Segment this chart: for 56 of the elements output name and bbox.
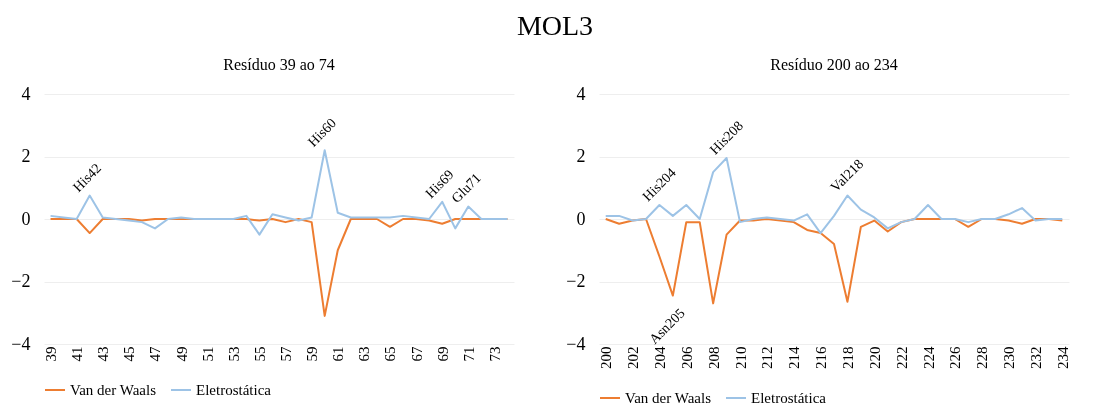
line-series — [604, 157, 1064, 235]
x-tick-label: 57 — [278, 346, 295, 362]
x-tick-label: 226 — [947, 346, 964, 369]
x-tick-label: 222 — [893, 346, 910, 369]
x-tick-label: 71 — [460, 346, 477, 362]
x-tick-label: 61 — [330, 346, 347, 362]
x-tick-label: 234 — [1054, 346, 1071, 369]
x-tick-label: 216 — [813, 346, 830, 369]
x-tick-label: 212 — [759, 346, 776, 369]
x-tick-label: 45 — [121, 346, 138, 362]
y-tick-label: −2 — [11, 271, 31, 291]
x-tick-label: 55 — [251, 346, 268, 362]
y-tick-label: 4 — [576, 83, 586, 104]
x-tick-label: 47 — [147, 346, 164, 362]
y-tick-label: 0 — [21, 208, 31, 229]
y-tick-label: 2 — [576, 146, 586, 166]
chart-title: Resíduo 200 ao 234 — [770, 56, 898, 73]
x-tick-label: 67 — [408, 346, 425, 362]
x-tick-label: 53 — [225, 346, 242, 362]
x-tick-label: 73 — [486, 346, 503, 362]
legend-label: Van der Waals — [625, 390, 712, 405]
x-tick-label: 63 — [356, 346, 373, 362]
x-tick-label: 228 — [974, 346, 991, 369]
x-tick-label: 39 — [43, 346, 60, 362]
x-tick-label: 69 — [434, 346, 451, 362]
x-tick-label: 220 — [866, 346, 883, 369]
x-tick-label: 224 — [920, 346, 937, 369]
x-tick-label: 41 — [69, 346, 86, 362]
y-tick-label: −2 — [566, 271, 586, 291]
x-tick-label: 59 — [304, 346, 321, 362]
x-tick-label: 204 — [651, 346, 668, 369]
x-tick-label: 210 — [732, 346, 749, 369]
legend-label: Eletrostática — [196, 382, 272, 398]
legend-label: Van der Waals — [70, 382, 157, 398]
x-tick-label: 218 — [839, 346, 856, 369]
y-tick-label: −4 — [11, 333, 31, 354]
x-tick-label: 43 — [95, 346, 112, 362]
y-tick-label: 4 — [21, 83, 31, 104]
x-tick-label: 200 — [598, 346, 615, 369]
x-tick-label: 208 — [705, 346, 722, 369]
y-tick-label: 0 — [576, 208, 586, 229]
chart-title: Resíduo 39 ao 74 — [223, 56, 335, 73]
line-series — [604, 218, 1064, 305]
x-tick-label: 206 — [678, 346, 695, 369]
x-tick-label: 214 — [786, 346, 803, 369]
x-tick-label: 202 — [625, 346, 642, 369]
x-tick-label: 51 — [199, 346, 216, 362]
y-tick-label: 2 — [21, 146, 31, 166]
text: MOL3 — [515, 9, 595, 43]
line-series — [49, 149, 509, 236]
x-tick-label: 230 — [1001, 346, 1018, 369]
x-tick-label: 232 — [1027, 346, 1044, 369]
y-tick-label: −4 — [566, 333, 586, 354]
x-tick-label: 49 — [173, 346, 190, 362]
x-tick-label: 65 — [382, 346, 399, 362]
legend-label: Eletrostática — [751, 390, 827, 405]
